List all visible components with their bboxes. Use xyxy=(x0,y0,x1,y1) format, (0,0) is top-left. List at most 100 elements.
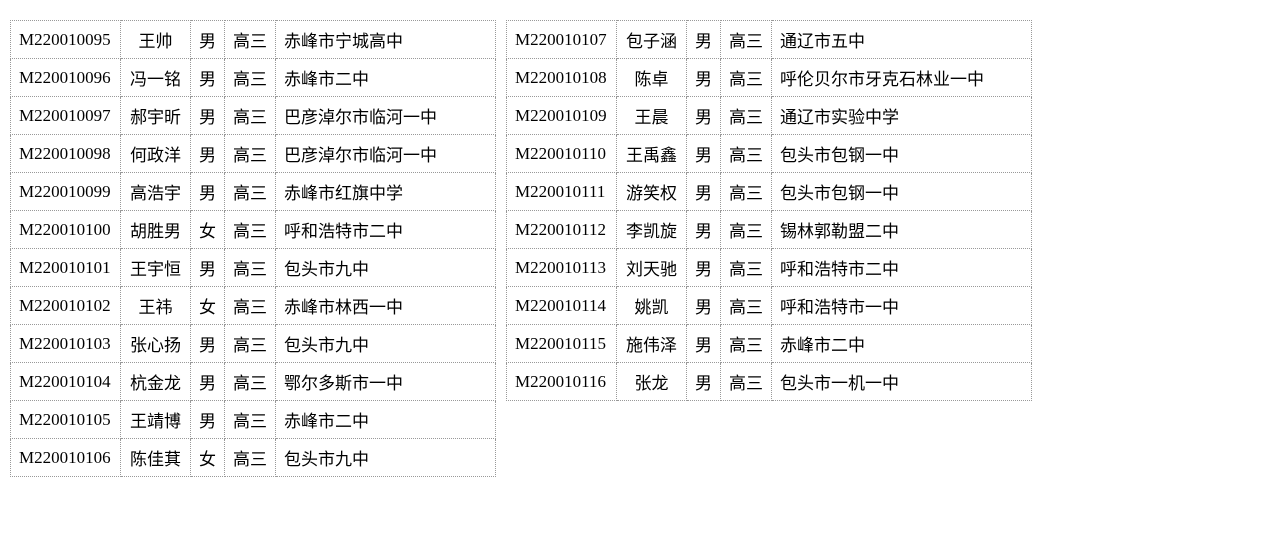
table-row: M220010111 游笑权 男 高三 包头市包钢一中 xyxy=(507,173,1032,211)
cell-grade: 高三 xyxy=(721,21,772,59)
table-row: M220010103 张心扬 男 高三 包头市九中 xyxy=(11,325,496,363)
table-row: M220010102 王祎 女 高三 赤峰市林西一中 xyxy=(11,287,496,325)
cell-name: 姚凯 xyxy=(617,287,687,325)
cell-school: 呼和浩特市一中 xyxy=(772,287,1032,325)
tables-container: M220010095 王帅 男 高三 赤峰市宁城高中 M220010096 冯一… xyxy=(10,20,1276,477)
cell-school: 呼和浩特市二中 xyxy=(772,249,1032,287)
table-row: M220010105 王靖博 男 高三 赤峰市二中 xyxy=(11,401,496,439)
cell-grade: 高三 xyxy=(721,363,772,401)
cell-id: M220010104 xyxy=(11,363,121,401)
cell-gender: 男 xyxy=(191,173,225,211)
cell-school: 呼和浩特市二中 xyxy=(276,211,496,249)
cell-name: 游笑权 xyxy=(617,173,687,211)
cell-gender: 男 xyxy=(191,401,225,439)
table-row: M220010097 郝宇昕 男 高三 巴彦淖尔市临河一中 xyxy=(11,97,496,135)
cell-name: 何政洋 xyxy=(121,135,191,173)
cell-school: 包头市包钢一中 xyxy=(772,135,1032,173)
cell-id: M220010109 xyxy=(507,97,617,135)
cell-school: 通辽市五中 xyxy=(772,21,1032,59)
cell-id: M220010101 xyxy=(11,249,121,287)
cell-grade: 高三 xyxy=(721,97,772,135)
cell-grade: 高三 xyxy=(225,21,276,59)
cell-gender: 男 xyxy=(191,363,225,401)
cell-grade: 高三 xyxy=(721,173,772,211)
cell-name: 王宇恒 xyxy=(121,249,191,287)
cell-grade: 高三 xyxy=(721,249,772,287)
cell-name: 王帅 xyxy=(121,21,191,59)
table-row: M220010099 高浩宇 男 高三 赤峰市红旗中学 xyxy=(11,173,496,211)
cell-gender: 男 xyxy=(687,363,721,401)
table-row: M220010109 王晨 男 高三 通辽市实验中学 xyxy=(507,97,1032,135)
cell-school: 巴彦淖尔市临河一中 xyxy=(276,97,496,135)
cell-id: M220010113 xyxy=(507,249,617,287)
roster-table-left-body: M220010095 王帅 男 高三 赤峰市宁城高中 M220010096 冯一… xyxy=(11,21,496,477)
cell-gender: 男 xyxy=(687,249,721,287)
cell-school: 包头市包钢一中 xyxy=(772,173,1032,211)
cell-name: 胡胜男 xyxy=(121,211,191,249)
cell-gender: 男 xyxy=(687,211,721,249)
cell-grade: 高三 xyxy=(225,59,276,97)
table-row: M220010110 王禹鑫 男 高三 包头市包钢一中 xyxy=(507,135,1032,173)
cell-name: 王晨 xyxy=(617,97,687,135)
roster-table-right-body: M220010107 包子涵 男 高三 通辽市五中 M220010108 陈卓 … xyxy=(507,21,1032,401)
table-row: M220010116 张龙 男 高三 包头市一机一中 xyxy=(507,363,1032,401)
cell-school: 赤峰市宁城高中 xyxy=(276,21,496,59)
cell-grade: 高三 xyxy=(721,287,772,325)
table-row: M220010096 冯一铭 男 高三 赤峰市二中 xyxy=(11,59,496,97)
table-row: M220010115 施伟泽 男 高三 赤峰市二中 xyxy=(507,325,1032,363)
cell-gender: 女 xyxy=(191,287,225,325)
cell-id: M220010098 xyxy=(11,135,121,173)
table-row: M220010112 李凯旋 男 高三 锡林郭勒盟二中 xyxy=(507,211,1032,249)
cell-id: M220010096 xyxy=(11,59,121,97)
table-row: M220010108 陈卓 男 高三 呼伦贝尔市牙克石林业一中 xyxy=(507,59,1032,97)
table-row: M220010098 何政洋 男 高三 巴彦淖尔市临河一中 xyxy=(11,135,496,173)
cell-gender: 男 xyxy=(687,21,721,59)
cell-id: M220010102 xyxy=(11,287,121,325)
cell-name: 施伟泽 xyxy=(617,325,687,363)
cell-name: 高浩宇 xyxy=(121,173,191,211)
roster-table-right: M220010107 包子涵 男 高三 通辽市五中 M220010108 陈卓 … xyxy=(506,20,1032,401)
cell-school: 鄂尔多斯市一中 xyxy=(276,363,496,401)
cell-id: M220010099 xyxy=(11,173,121,211)
cell-gender: 男 xyxy=(191,249,225,287)
cell-school: 包头市九中 xyxy=(276,249,496,287)
cell-name: 杭金龙 xyxy=(121,363,191,401)
cell-school: 锡林郭勒盟二中 xyxy=(772,211,1032,249)
cell-grade: 高三 xyxy=(225,97,276,135)
cell-gender: 男 xyxy=(191,135,225,173)
cell-grade: 高三 xyxy=(225,135,276,173)
cell-school: 赤峰市林西一中 xyxy=(276,287,496,325)
cell-school: 赤峰市二中 xyxy=(276,59,496,97)
cell-name: 冯一铭 xyxy=(121,59,191,97)
cell-grade: 高三 xyxy=(721,135,772,173)
cell-school: 呼伦贝尔市牙克石林业一中 xyxy=(772,59,1032,97)
cell-id: M220010106 xyxy=(11,439,121,477)
cell-gender: 男 xyxy=(687,135,721,173)
cell-grade: 高三 xyxy=(225,173,276,211)
cell-school: 赤峰市二中 xyxy=(772,325,1032,363)
cell-gender: 男 xyxy=(191,325,225,363)
cell-grade: 高三 xyxy=(721,211,772,249)
table-row: M220010106 陈佳萁 女 高三 包头市九中 xyxy=(11,439,496,477)
cell-grade: 高三 xyxy=(225,325,276,363)
cell-grade: 高三 xyxy=(225,287,276,325)
cell-name: 郝宇昕 xyxy=(121,97,191,135)
cell-gender: 男 xyxy=(191,97,225,135)
cell-grade: 高三 xyxy=(721,325,772,363)
cell-id: M220010110 xyxy=(507,135,617,173)
cell-school: 包头市一机一中 xyxy=(772,363,1032,401)
cell-id: M220010111 xyxy=(507,173,617,211)
cell-name: 王靖博 xyxy=(121,401,191,439)
cell-id: M220010107 xyxy=(507,21,617,59)
cell-school: 包头市九中 xyxy=(276,439,496,477)
cell-grade: 高三 xyxy=(225,439,276,477)
table-row: M220010107 包子涵 男 高三 通辽市五中 xyxy=(507,21,1032,59)
cell-grade: 高三 xyxy=(225,401,276,439)
cell-grade: 高三 xyxy=(225,249,276,287)
cell-gender: 男 xyxy=(687,59,721,97)
table-row: M220010104 杭金龙 男 高三 鄂尔多斯市一中 xyxy=(11,363,496,401)
roster-table-left: M220010095 王帅 男 高三 赤峰市宁城高中 M220010096 冯一… xyxy=(10,20,496,477)
cell-gender: 男 xyxy=(687,97,721,135)
table-row: M220010101 王宇恒 男 高三 包头市九中 xyxy=(11,249,496,287)
cell-school: 通辽市实验中学 xyxy=(772,97,1032,135)
